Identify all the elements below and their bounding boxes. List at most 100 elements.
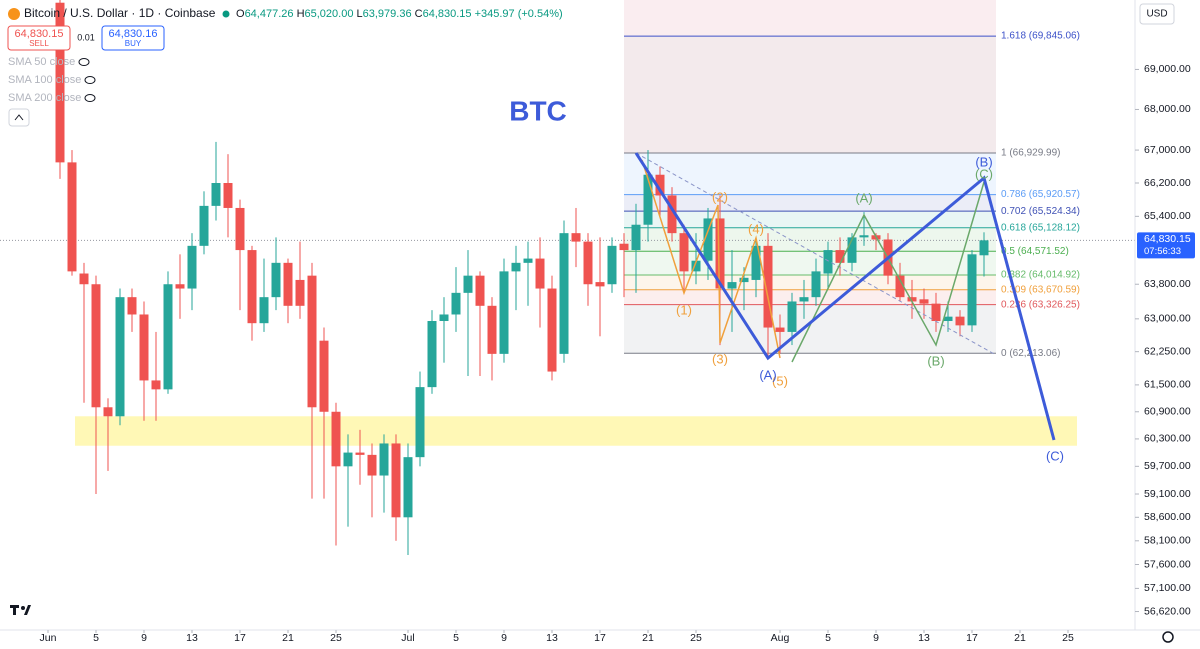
candle-body [211,183,221,206]
symbol-name: Bitcoin / U.S. Dollar · 1D · Coinbase [24,6,216,20]
ohlc-key: H [297,8,305,20]
candle-body [595,282,605,287]
candle-body [487,305,497,354]
y-tick-label: 67,000.00 [1144,144,1191,156]
y-tick-label: 56,620.00 [1144,605,1191,617]
y-tick-label: 68,000.00 [1144,103,1191,115]
indicator[interactable]: SMA 50 close [8,56,75,68]
candle-body [295,279,305,306]
waves: (1) (2) (3) (4) (5) (A) (B) (C) (A) (B) … [634,152,1064,463]
eye-icon[interactable] [84,94,96,102]
candle-body [571,233,581,242]
fib-zone [624,194,996,212]
ohlc-value: 65,020.00 [305,8,354,20]
sell-price[interactable]: 64,830.15 [15,28,64,40]
candle-body [79,273,89,285]
candle-body [763,245,773,328]
candle-body [619,243,629,251]
candle-body [343,452,353,467]
wave-label: (4) [748,221,764,236]
green-wave [791,181,985,363]
candle-body [151,380,161,390]
candle-body [967,254,977,326]
candle-body [955,316,965,326]
chart-title: BTC [509,95,567,126]
ohlc-key: O [236,8,245,20]
candle-body [643,174,653,225]
candle-body [355,452,365,455]
y-tick-label: 59,100.00 [1144,488,1191,500]
x-tick-label: 21 [282,632,294,644]
caret-icon[interactable] [14,114,24,121]
x-tick-label: Aug [771,632,790,644]
collapse-button[interactable] [8,108,30,127]
price-badge [1137,232,1195,259]
candle-body [727,282,737,289]
indicator[interactable]: SMA 200 close [8,92,81,104]
candle-body [103,407,113,417]
candle-body [691,260,701,272]
wave-label: (2) [712,189,728,204]
x-tick-label: 21 [1014,632,1026,644]
ohlc-value: 63,979.36 [363,8,412,20]
wave-label: (C) [1046,448,1064,463]
candle-body [271,262,281,298]
x-tick-label: Jul [401,632,414,644]
candle-body [415,387,425,458]
buy-button[interactable] [101,25,165,51]
currency[interactable]: USD [1146,9,1167,20]
candle-body [391,443,401,518]
settings-icon[interactable] [1162,631,1174,643]
candle-body [139,314,149,381]
trend-line [635,152,997,356]
candle-body [979,240,989,256]
ohlc: O64,477.26 H65,020.00 L63,979.36 C64,830… [236,8,563,20]
fib-label: 0.702 (65,524.34) [1001,206,1080,217]
candle-body [67,162,77,272]
sell-label[interactable]: SELL [29,39,49,48]
candle-body [679,233,689,272]
candle-body [463,275,473,293]
axes: 56,620.00 57,100.00 57,600.00 58,100.00 58,6… [40,63,1195,644]
y-tick-label: 60,300.00 [1144,433,1191,445]
ohlc-key: L [357,8,363,20]
buy-label[interactable]: BUY [125,39,142,48]
candle-body [175,284,185,289]
y-tick-label: 58,600.00 [1144,511,1191,523]
candle-body [943,316,953,322]
eye-icon[interactable] [84,76,96,84]
candle-body [715,218,725,289]
y-tick-label: 57,100.00 [1144,582,1191,594]
fib-label: 1.618 (69,845.06) [1001,31,1080,42]
sell-button[interactable] [7,25,71,51]
x-tick-label: 17 [594,632,606,644]
x-tick-label: 21 [642,632,654,644]
candle-body [499,271,509,354]
candle-body [667,195,677,234]
y-tick-label: 58,100.00 [1144,535,1191,547]
fib-label: 0.618 (65,128.12) [1001,222,1080,233]
market-status [222,10,230,18]
candle-body [283,262,293,306]
support-zone [75,416,1077,446]
candle-body [319,340,329,412]
y-tick-label: 62,250.00 [1144,345,1191,357]
candle-body [859,235,869,238]
candle-body [475,275,485,306]
candle-body [511,262,521,272]
x-tick-label: 17 [966,632,978,644]
candle-body [835,250,845,263]
wave-label: (A) [759,367,776,382]
buy-price[interactable]: 64,830.16 [109,28,158,40]
symbol-icon [8,8,20,20]
candle-body [55,2,65,163]
eye-icon[interactable] [78,58,90,66]
wave-label: (B) [975,154,992,169]
candle-body [91,284,101,408]
y-tick-label: 66,200.00 [1144,177,1191,189]
fib-label: 0.309 (63,670.59) [1001,284,1080,295]
candle-body [787,301,797,332]
currency-button[interactable] [1139,3,1175,25]
indicator[interactable]: SMA 100 close [8,74,81,86]
wave-label: (C) [975,166,993,181]
